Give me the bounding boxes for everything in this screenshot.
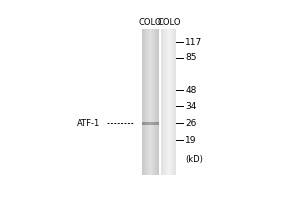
Bar — [153, 122, 154, 125]
Bar — [158, 122, 159, 125]
Bar — [149, 29, 150, 175]
Bar — [157, 29, 158, 175]
Bar — [148, 29, 149, 175]
Bar — [154, 29, 155, 175]
Bar — [170, 29, 171, 175]
Bar — [154, 122, 155, 125]
Bar — [164, 29, 165, 175]
Bar — [156, 29, 157, 175]
Bar — [158, 29, 159, 175]
Text: 26: 26 — [185, 119, 196, 128]
Bar — [165, 29, 166, 175]
Bar — [161, 29, 162, 175]
Bar — [169, 29, 170, 175]
Text: 19: 19 — [185, 136, 196, 145]
Bar — [171, 29, 172, 175]
Bar — [146, 122, 147, 125]
Bar — [167, 29, 168, 175]
Text: ATF-1: ATF-1 — [77, 119, 100, 128]
Bar — [151, 122, 152, 125]
Bar — [157, 122, 158, 125]
Bar — [150, 122, 151, 125]
Bar — [142, 29, 143, 175]
Bar — [146, 29, 147, 175]
Bar — [174, 29, 175, 175]
Bar — [147, 29, 148, 175]
Text: COLO: COLO — [139, 18, 162, 27]
Bar — [149, 122, 150, 125]
Text: 48: 48 — [185, 86, 196, 95]
Bar — [173, 29, 174, 175]
Bar — [144, 122, 145, 125]
Bar — [152, 122, 153, 125]
Bar — [144, 29, 145, 175]
Bar — [148, 122, 149, 125]
Bar — [163, 29, 164, 175]
Bar — [150, 29, 151, 175]
Bar — [151, 29, 152, 175]
Bar — [172, 29, 173, 175]
Text: (kD): (kD) — [185, 155, 203, 164]
Bar — [162, 29, 163, 175]
Bar — [145, 122, 146, 125]
Bar — [168, 29, 169, 175]
Bar — [156, 122, 157, 125]
Bar — [166, 29, 167, 175]
Bar — [152, 29, 153, 175]
Bar — [155, 122, 156, 125]
Bar — [143, 122, 144, 125]
Text: COLO: COLO — [157, 18, 181, 27]
Text: 34: 34 — [185, 102, 196, 111]
Bar — [143, 29, 144, 175]
Bar — [142, 122, 143, 125]
Bar — [153, 29, 154, 175]
Bar — [155, 29, 156, 175]
Text: 85: 85 — [185, 53, 196, 62]
Bar — [147, 122, 148, 125]
Text: 117: 117 — [185, 38, 202, 47]
Bar — [145, 29, 146, 175]
